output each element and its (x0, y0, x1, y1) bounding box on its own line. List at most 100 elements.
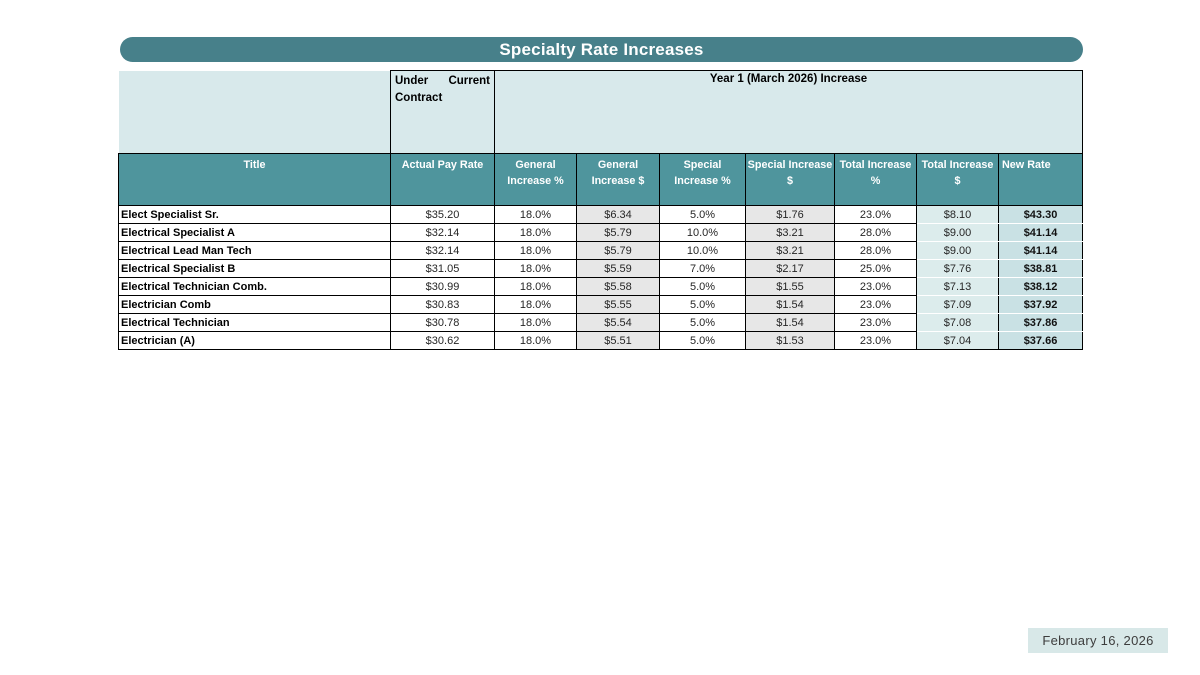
value-cell: 25.0% (834, 259, 917, 278)
value-cell: $5.55 (576, 295, 660, 314)
value-cell: $30.62 (390, 331, 495, 350)
value-cell: 18.0% (494, 223, 577, 242)
blank-corner-cell (118, 70, 391, 154)
value-cell: $37.92 (997, 295, 1084, 314)
value-cell: 18.0% (494, 277, 577, 296)
value-cell: $7.09 (916, 295, 999, 314)
col-header-general-inc-usd: General Increase $ (576, 153, 660, 206)
value-cell: 5.0% (659, 295, 746, 314)
value-cell: $5.59 (576, 259, 660, 278)
value-cell: $38.81 (997, 259, 1084, 278)
value-cell: 18.0% (494, 241, 577, 260)
table-row: Electrical Lead Man Tech $32.14 18.0% $5.79… (118, 241, 1084, 260)
table-row: Electrical Technician $30.78 18.0% $5.54 5.0… (118, 313, 1084, 332)
value-cell: $6.34 (576, 205, 660, 224)
value-cell: $7.04 (916, 331, 999, 350)
value-cell: $30.83 (390, 295, 495, 314)
value-cell: $3.21 (745, 223, 835, 242)
column-header-row: Title Actual Pay Rate General Increase %… (118, 153, 1084, 206)
value-cell: 7.0% (659, 259, 746, 278)
value-cell: $41.14 (997, 223, 1084, 242)
value-cell: $37.86 (997, 313, 1084, 332)
table-row: Electrical Specialist A $32.14 18.0% $5.79 1… (118, 223, 1084, 242)
value-cell: 23.0% (834, 295, 917, 314)
value-cell: $8.10 (916, 205, 999, 224)
value-cell: $1.54 (745, 295, 835, 314)
table-row: Electrical Technician Comb. $30.99 18.0% $5… (118, 277, 1084, 296)
col-header-special-inc-usd: Special Increase $ (745, 153, 835, 206)
value-cell: $9.00 (916, 241, 999, 260)
value-cell: $1.55 (745, 277, 835, 296)
page-title: Specialty Rate Increases (499, 39, 704, 59)
value-cell: 18.0% (494, 205, 577, 224)
value-cell: 5.0% (659, 331, 746, 350)
row-title-cell: Elect Specialist Sr. (118, 205, 391, 224)
date-text: February 16, 2026 (1042, 633, 1154, 648)
value-cell: $5.79 (576, 241, 660, 260)
value-cell: 5.0% (659, 277, 746, 296)
value-cell: $35.20 (390, 205, 495, 224)
col-header-general-inc-pct: General Increase % (494, 153, 577, 206)
col-header-new-rate: New Rate (997, 153, 1084, 206)
table-row: Electrical Specialist B $31.05 18.0% $5.59 7… (118, 259, 1084, 278)
value-cell: 10.0% (659, 241, 746, 260)
value-cell: $5.58 (576, 277, 660, 296)
col-header-total-inc-usd: Total Increase $ (916, 153, 999, 206)
value-cell: $32.14 (390, 223, 495, 242)
value-cell: 23.0% (834, 331, 917, 350)
under-contract-header: Under Current Contract (390, 70, 495, 154)
value-cell: $37.66 (997, 331, 1084, 350)
value-cell: $5.54 (576, 313, 660, 332)
value-cell: $1.54 (745, 313, 835, 332)
col-header-actual-pay-rate: Actual Pay Rate (390, 153, 495, 206)
value-cell: 28.0% (834, 241, 917, 260)
value-cell: $5.51 (576, 331, 660, 350)
value-cell: $9.00 (916, 223, 999, 242)
table-row: Electrician Comb $30.83 18.0% $5.55 5.0% $1.5… (118, 295, 1084, 314)
value-cell: 18.0% (494, 259, 577, 278)
row-title-cell: Electrician (A) (118, 331, 391, 350)
table-body: Elect Specialist Sr. $35.20 18.0% $6.34 5.0%… (118, 205, 1084, 350)
value-cell: 18.0% (494, 331, 577, 350)
value-cell: $32.14 (390, 241, 495, 260)
value-cell: 28.0% (834, 223, 917, 242)
title-bar: Specialty Rate Increases (120, 37, 1083, 62)
value-cell: $30.78 (390, 313, 495, 332)
merged-header-row: Under Current Contract Year 1 (March 202… (118, 70, 1084, 154)
value-cell: $30.99 (390, 277, 495, 296)
value-cell: $41.14 (997, 241, 1084, 260)
table-row: Electrician (A) $30.62 18.0% $5.51 5.0% $1.53… (118, 331, 1084, 350)
row-title-cell: Electrical Specialist B (118, 259, 391, 278)
row-title-cell: Electrical Lead Man Tech (118, 241, 391, 260)
year1-increase-header: Year 1 (March 2026) Increase (493, 70, 1084, 154)
value-cell: $3.21 (745, 241, 835, 260)
value-cell: $38.12 (997, 277, 1084, 296)
value-cell: $2.17 (745, 259, 835, 278)
value-cell: 23.0% (834, 277, 917, 296)
value-cell: $43.30 (997, 205, 1084, 224)
row-title-cell: Electrical Specialist A (118, 223, 391, 242)
value-cell: 5.0% (659, 205, 746, 224)
value-cell: 18.0% (494, 313, 577, 332)
value-cell: $7.13 (916, 277, 999, 296)
date-badge: February 16, 2026 (1028, 628, 1168, 653)
row-title-cell: Electrician Comb (118, 295, 391, 314)
value-cell: 23.0% (834, 205, 917, 224)
value-cell: $7.08 (916, 313, 999, 332)
value-cell: $1.53 (745, 331, 835, 350)
table-row: Elect Specialist Sr. $35.20 18.0% $6.34 5.0%… (118, 205, 1084, 224)
value-cell: 5.0% (659, 313, 746, 332)
value-cell: $5.79 (576, 223, 660, 242)
col-header-special-inc-pct: Special Increase % (659, 153, 746, 206)
row-title-cell: Electrical Technician (118, 313, 391, 332)
col-header-title: Title (118, 153, 391, 206)
col-header-total-inc-pct: Total Increase % (834, 153, 917, 206)
value-cell: 10.0% (659, 223, 746, 242)
value-cell: $1.76 (745, 205, 835, 224)
value-cell: $7.76 (916, 259, 999, 278)
value-cell: 18.0% (494, 295, 577, 314)
specialty-rate-table: Under Current Contract Year 1 (March 202… (118, 70, 1084, 350)
row-title-cell: Electrical Technician Comb. (118, 277, 391, 296)
value-cell: 23.0% (834, 313, 917, 332)
value-cell: $31.05 (390, 259, 495, 278)
